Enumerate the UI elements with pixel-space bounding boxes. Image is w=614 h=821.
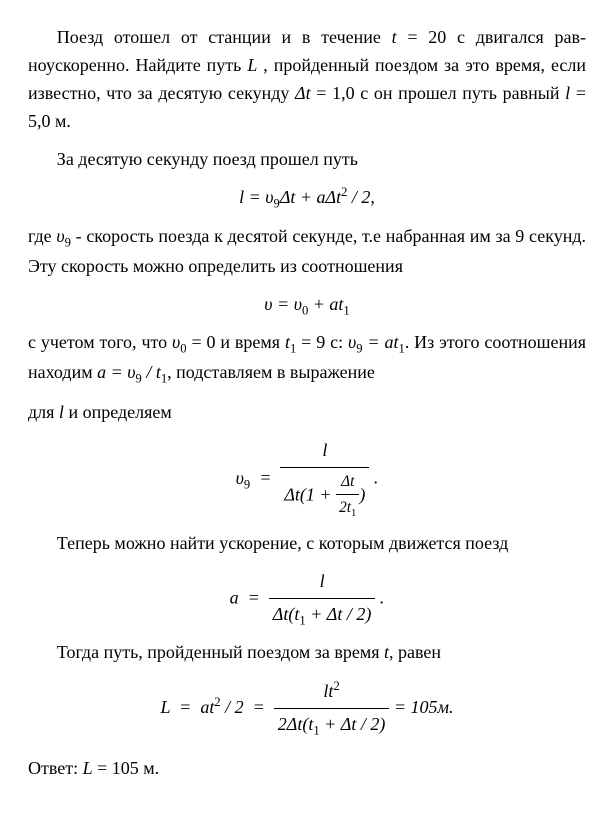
solution-para-3: с учетом того, что υ0 = 0 и время t1 = 9… xyxy=(28,329,586,389)
text: , равен xyxy=(389,642,441,662)
sym-dt: Δt xyxy=(295,83,311,103)
equation-4: a = l Δt(t1 + Δt / 2) . xyxy=(28,568,586,631)
sym-v9: υ9 xyxy=(56,226,71,246)
text: = 0 и время xyxy=(187,332,285,352)
eq-rhs: υ9Δt + aΔt2 / 2, xyxy=(265,187,375,207)
numerator: lt2 xyxy=(274,677,390,709)
solution-para-5: Теперь можно найти ускорение, с которым … xyxy=(28,530,586,558)
numerator: l xyxy=(269,568,376,599)
solution-para-2: где υ9 - скорость поезда к десятой секун… xyxy=(28,223,586,281)
eq-lhs: a xyxy=(230,588,239,608)
text: Тогда путь, пройденный поездом за время xyxy=(57,642,384,662)
sym-t1: t1 xyxy=(285,332,296,352)
inner-fraction: Δt2t1 xyxy=(336,470,359,522)
equation-2: υ = υ0 + at1 xyxy=(28,291,586,321)
sym-v0: υ0 xyxy=(172,332,187,352)
equation-1: l = υ9Δt + aΔt2 / 2, xyxy=(28,183,586,214)
sym-v9b: υ9 xyxy=(348,332,363,352)
eq-full: υ = υ0 + at1 xyxy=(264,294,349,314)
fraction: l Δt(t1 + Δt / 2) xyxy=(269,568,376,631)
eq-lhs: L xyxy=(160,697,170,717)
equation-3: υ9 = l Δt(1 + Δt2t1) . xyxy=(28,437,586,522)
text: и определяем xyxy=(64,402,172,422)
result: = 105м. xyxy=(394,697,454,717)
mid: at2 / 2 xyxy=(200,697,243,717)
denominator: Δt(t1 + Δt / 2) xyxy=(269,599,376,631)
denominator: 2Δt(t1 + Δt / 2) xyxy=(274,709,390,741)
fraction: lt2 2Δt(t1 + Δt / 2) xyxy=(274,677,390,741)
answer-label: Ответ: xyxy=(28,758,83,778)
text: = 9 с: xyxy=(296,332,348,352)
text: , подставляем в выражение xyxy=(167,362,375,382)
solution-para-6: Тогда путь, пройденный поездом за время … xyxy=(28,639,586,667)
sym-L: L xyxy=(247,55,257,75)
denominator: Δt(1 + Δt2t1) xyxy=(280,468,369,522)
answer-line: Ответ: L = 105 м. xyxy=(28,755,586,783)
text: ) xyxy=(359,484,365,504)
answer-value: = 105 м. xyxy=(93,758,160,778)
inner-num: Δt xyxy=(336,470,359,496)
solution-para-4: для l и определяем xyxy=(28,399,586,427)
text: = 1,0 с он прошел путь равный xyxy=(311,83,566,103)
equation-5: L = at2 / 2 = lt2 2Δt(t1 + Δt / 2) = 105… xyxy=(28,677,586,741)
fraction: l Δt(1 + Δt2t1) xyxy=(280,437,369,522)
eq-lhs: υ9 xyxy=(236,468,251,488)
inner-den: 2t1 xyxy=(336,495,359,522)
sym-a: a xyxy=(97,362,106,382)
solution-line-1: За десятую секунду поезд прошел путь xyxy=(28,146,586,174)
text: Теперь можно найти ускорение, с которым … xyxy=(57,533,509,553)
punct: . xyxy=(374,468,379,488)
punct: . xyxy=(380,588,385,608)
text: = at1 xyxy=(363,332,405,352)
answer-sym: L xyxy=(83,758,93,778)
text: За десятую секунду поезд прошел путь xyxy=(57,149,358,169)
numerator: l xyxy=(280,437,369,468)
problem-statement: Поезд отошел от станции и в течение t = … xyxy=(28,24,586,136)
text: для xyxy=(28,402,59,422)
text: Δt(1 + xyxy=(284,484,336,504)
eq-lhs: l xyxy=(239,187,244,207)
text: где xyxy=(28,226,56,246)
text: - скорость поезда к десятой секунде, т.е… xyxy=(28,226,586,276)
text: с учетом того, что xyxy=(28,332,172,352)
text: Поезд отошел от станции и в течение xyxy=(57,27,392,47)
text: = υ9 / t1 xyxy=(106,362,167,382)
